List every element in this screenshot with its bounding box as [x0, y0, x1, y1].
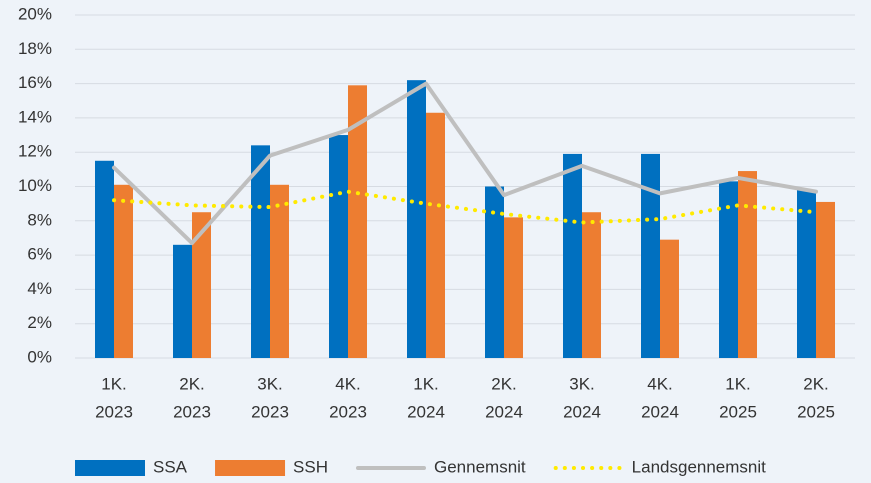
y-tick-label: 8%: [27, 210, 52, 229]
legend-swatch: [215, 460, 286, 476]
legend-item: SSA: [75, 457, 188, 476]
line-series: [112, 189, 818, 225]
x-tick-label: 2024: [641, 402, 679, 421]
bar: [582, 212, 601, 358]
bar: [173, 244, 192, 358]
bar: [251, 145, 270, 358]
bar: [641, 153, 660, 358]
x-tick-label: 3K.: [257, 374, 283, 393]
y-tick-label: 2%: [27, 313, 52, 332]
x-tick-label: 2023: [251, 402, 289, 421]
bar: [504, 217, 523, 358]
y-tick-label: 0%: [27, 347, 52, 366]
y-tick-label: 18%: [18, 39, 52, 58]
bar: [329, 135, 348, 358]
legend-label: SSA: [153, 457, 188, 476]
y-tick-label: 6%: [27, 245, 52, 264]
x-tick-label: 2023: [329, 402, 367, 421]
bar: [719, 181, 738, 358]
legend-item: Gennemsnit: [356, 457, 526, 476]
bar: [563, 153, 582, 358]
bar: [816, 201, 835, 358]
legend-swatch: [75, 460, 145, 476]
bar: [426, 112, 445, 358]
bar: [192, 212, 211, 358]
x-tick-label: 1K.: [413, 374, 439, 393]
bar: [95, 160, 114, 358]
x-tick-label: 2K.: [179, 374, 205, 393]
bar: [660, 239, 679, 358]
bar: [485, 186, 504, 358]
y-tick-label: 14%: [18, 107, 52, 126]
legend-item: SSH: [215, 457, 328, 476]
x-tick-label: 3K.: [569, 374, 595, 393]
legend-item: Landsgennemsnit: [553, 457, 766, 476]
y-tick-label: 12%: [18, 142, 52, 161]
x-tick-label: 4K.: [335, 374, 361, 393]
y-tick-label: 4%: [27, 279, 52, 298]
line-series: [112, 81, 818, 246]
bar: [797, 189, 816, 358]
legend-label: Landsgennemsnit: [632, 457, 766, 476]
x-tick-label: 2024: [407, 402, 445, 421]
legend-label: Gennemsnit: [434, 457, 526, 476]
x-tick-label: 2023: [173, 402, 211, 421]
bar: [738, 171, 757, 358]
x-tick-label: 1K.: [725, 374, 751, 393]
bar: [407, 80, 426, 359]
y-tick-label: 20%: [18, 4, 52, 23]
x-tick-label: 4K.: [647, 374, 673, 393]
x-tick-label: 2024: [485, 402, 523, 421]
bar: [270, 184, 289, 358]
bar: [114, 184, 133, 358]
x-tick-label: 2025: [797, 402, 835, 421]
x-tick-label: 2025: [719, 402, 757, 421]
x-tick-label: 2023: [95, 402, 133, 421]
legend-label: SSH: [293, 457, 328, 476]
bar: [348, 85, 367, 358]
y-tick-label: 10%: [18, 176, 52, 195]
x-tick-label: 1K.: [101, 374, 127, 393]
x-tick-label: 2024: [563, 402, 601, 421]
y-tick-label: 16%: [18, 73, 52, 92]
x-tick-label: 2K.: [491, 374, 517, 393]
x-tick-label: 2K.: [803, 374, 829, 393]
